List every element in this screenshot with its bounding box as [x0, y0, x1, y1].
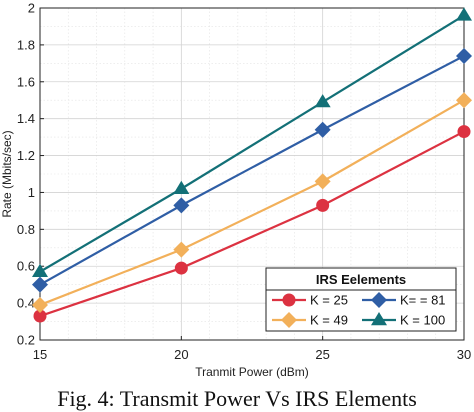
- legend-label-2: K = 49: [310, 313, 348, 328]
- legend-label-1: K = 25: [310, 293, 348, 308]
- plot-frame: [39, 7, 465, 341]
- legend-marker-4: [371, 312, 387, 326]
- legend: IRS Eelements K = 25 K = 49 K= = 81 K = 100: [265, 267, 457, 332]
- data-series: [32, 7, 472, 323]
- legend-entries: K = 25 K = 49 K= = 81 K = 100: [272, 292, 446, 328]
- series-2-point: [314, 173, 331, 190]
- y-tick-label: 0.8: [17, 222, 35, 237]
- y-tick-label: 1.2: [17, 148, 35, 163]
- series-1-point: [316, 198, 330, 212]
- x-tick-labels: 15 20 25 30: [33, 347, 471, 362]
- series-3-point: [32, 276, 48, 293]
- series-2-point: [32, 296, 48, 313]
- series-2-point: [173, 241, 190, 258]
- series-3-point: [456, 47, 472, 64]
- legend-label-3: K= = 81: [400, 293, 446, 308]
- series-1-point: [174, 261, 188, 275]
- y-tick-label: 1.6: [17, 74, 35, 89]
- series-4-point: [32, 263, 48, 277]
- series-line-3: [39, 54, 465, 286]
- figure-caption: Fig. 4: Transmit Power Vs IRS Elements: [57, 386, 417, 411]
- legend-title: IRS Eelements: [316, 272, 406, 287]
- series-4-point: [456, 7, 472, 21]
- series-4-point: [173, 180, 190, 194]
- series-2-point: [456, 92, 472, 109]
- legend-label-4: K = 100: [400, 313, 445, 328]
- x-tick-label: 15: [33, 347, 47, 362]
- y-tick-label: 0.4: [17, 296, 35, 311]
- y-tick-labels: 0.2 0.4 0.6 0.8 1 1.2 1.4 1.6 1.8 2: [17, 1, 35, 348]
- y-axis-title: Rate (Mbits/sec): [0, 130, 14, 217]
- y-tick-label: 0.2: [17, 333, 35, 348]
- y-tick-label: 0.6: [17, 259, 35, 274]
- series-3-point: [314, 121, 331, 138]
- series-1-point: [33, 309, 47, 323]
- series-4-point: [314, 94, 331, 108]
- series-3-point: [173, 197, 190, 214]
- x-tick-label: 25: [315, 347, 329, 362]
- x-tick-label: 20: [174, 347, 188, 362]
- x-tick-label: 30: [457, 347, 471, 362]
- legend-marker-2: [281, 312, 297, 328]
- y-tick-label: 1.8: [17, 37, 35, 52]
- legend-marker-3: [371, 292, 387, 308]
- series-line-2: [39, 99, 465, 306]
- x-axis-title: Tranmit Power (dBm): [195, 365, 309, 379]
- y-tick-label: 1.4: [17, 111, 35, 126]
- y-tick-label: 1: [28, 185, 35, 200]
- series-line-1: [39, 130, 465, 318]
- legend-marker-1: [282, 293, 296, 307]
- series-1-point: [457, 125, 471, 139]
- y-tick-label: 2: [28, 1, 35, 16]
- series-line-4: [39, 14, 465, 273]
